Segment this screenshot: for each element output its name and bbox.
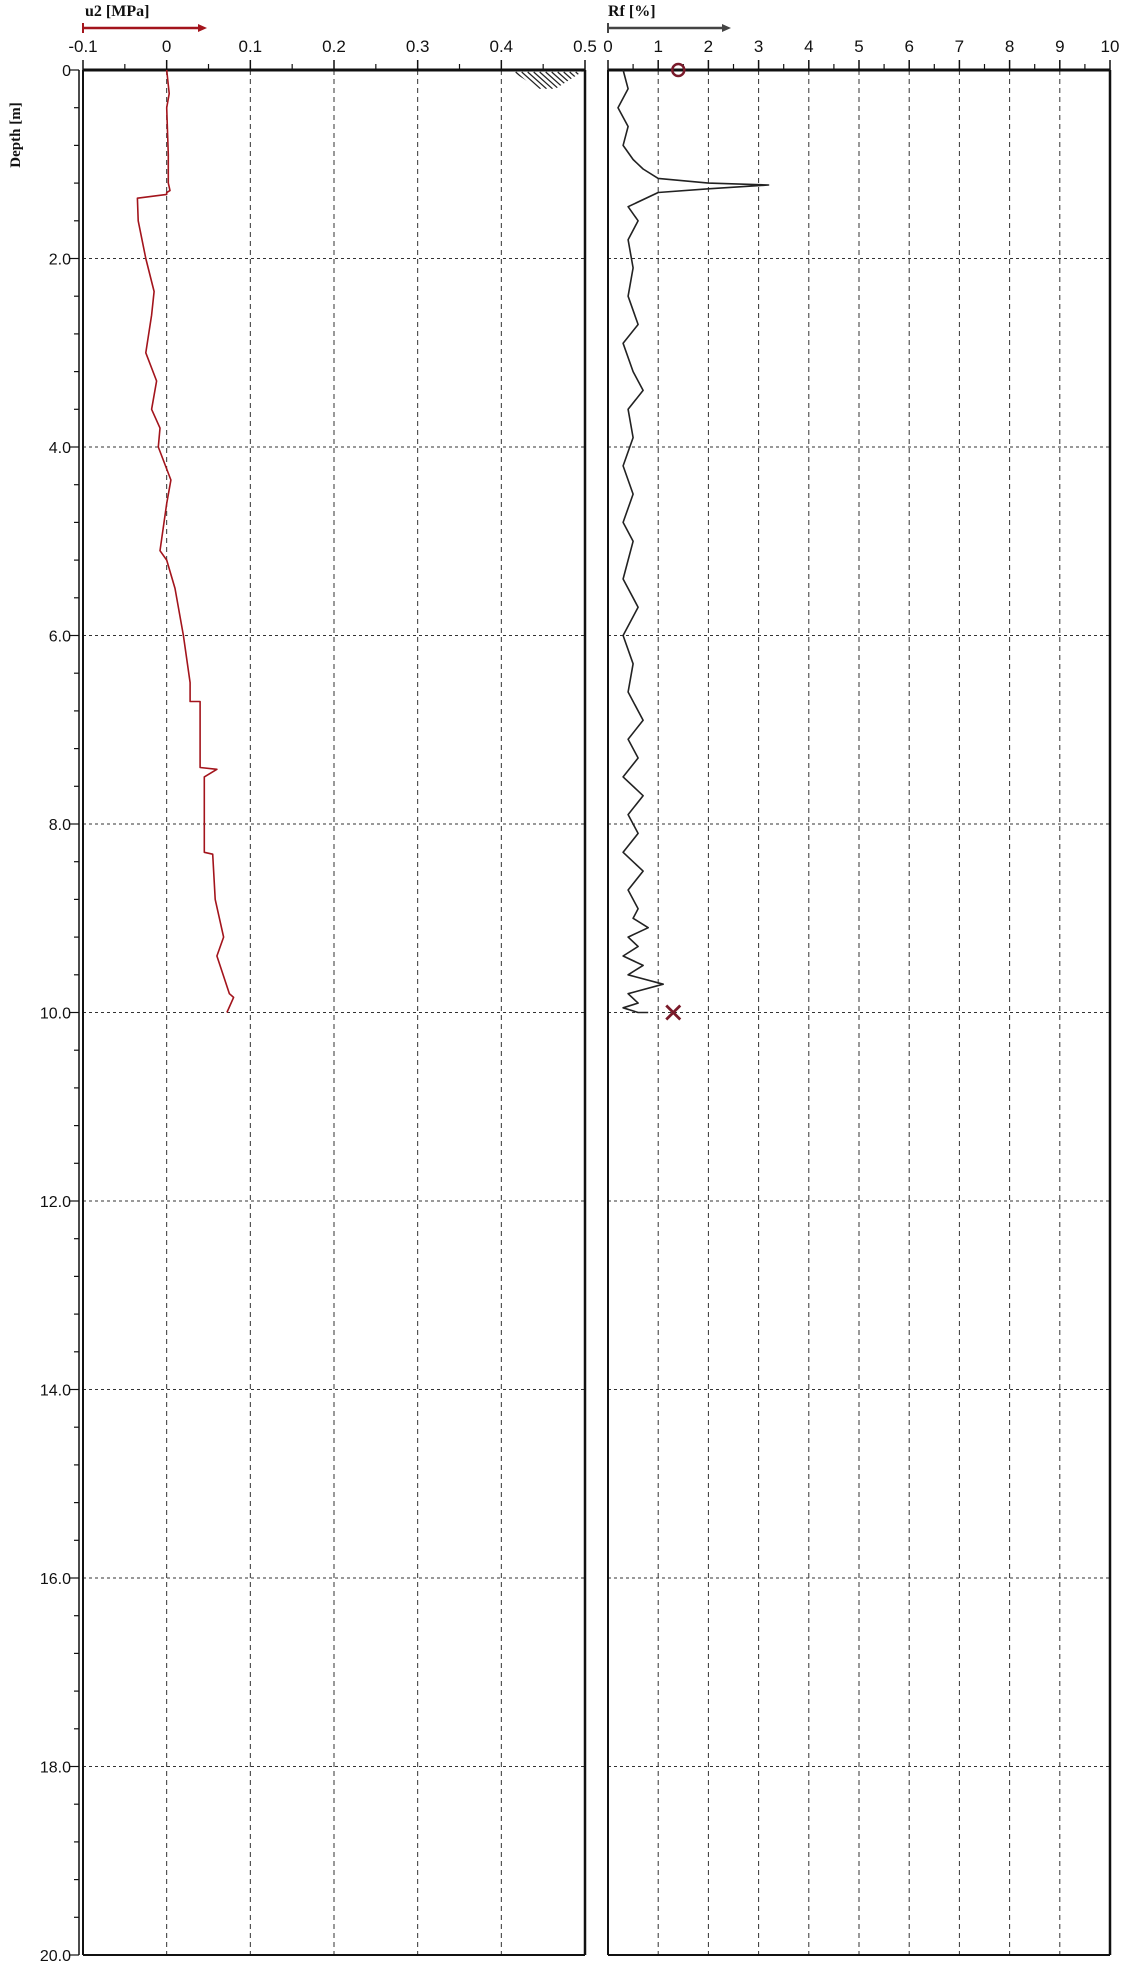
hatch-stroke [480, 72, 499, 89]
x-tick-label: 0.4 [490, 37, 514, 56]
depth-tick-label: 12.0 [40, 1194, 71, 1211]
grid-layer [83, 70, 1110, 1955]
x-tick-label: 7 [955, 37, 964, 56]
panel-frames [78, 23, 1112, 1956]
depth-tick-label: 2.0 [49, 252, 71, 269]
axis-arrow-head [722, 24, 731, 32]
depth-tick-label: 6.0 [49, 629, 71, 646]
x-tick-label: -0.1 [68, 37, 97, 56]
x-tick-label: 4 [804, 37, 813, 56]
hatch-stroke [521, 71, 541, 89]
x-tick-label: 0.1 [239, 37, 263, 56]
depth-tick-label: 8.0 [49, 817, 71, 834]
series-line [136, 69, 235, 1013]
depth-tick-label: 16.0 [40, 1571, 71, 1588]
depth-tick-label: 14.0 [40, 1383, 71, 1400]
marker-circle [671, 62, 686, 78]
tick-layer: 0 2.0 4.0 6.0 8.0 10.0 12.0 14.0 16.0 18.0 20.0 -0.… [40, 37, 1120, 1965]
axis-arrow-head [198, 24, 207, 32]
x-tick-label: 0.3 [406, 37, 430, 56]
x-tick-label: 10 [1101, 37, 1120, 56]
hatch-stroke [594, 72, 613, 89]
x-tick-label: 2 [704, 37, 713, 56]
u2-axis-title: u2 [MPa] [85, 3, 149, 20]
depth-tick-label: 4.0 [49, 440, 71, 457]
y-axis-label: Depth [m] [8, 102, 24, 167]
series-line [617, 69, 770, 1014]
x-tick-label: 0.2 [322, 37, 346, 56]
marker-cross [665, 1004, 682, 1021]
hatch-stroke [533, 71, 553, 89]
depth-tick-label: 18.0 [40, 1760, 71, 1777]
rf-axis-title: Rf [%] [608, 3, 656, 20]
depth-tick-label: 0 [62, 63, 71, 80]
hatch-stroke [509, 71, 523, 89]
depth-tick-label: 20.0 [40, 1948, 71, 1965]
hatch-stroke [527, 71, 547, 89]
hatch-stroke [588, 72, 607, 89]
x-tick-label: 0.5 [573, 37, 597, 56]
x-tick-label: 5 [854, 37, 863, 56]
x-tick-label: 8 [1005, 37, 1014, 56]
hatch-stroke [474, 72, 493, 89]
hatch-stroke [539, 71, 559, 89]
x-tick-label: 0 [603, 37, 612, 56]
hatch-stroke [509, 71, 517, 89]
x-tick-label: 9 [1055, 37, 1064, 56]
x-tick-label: 0 [162, 37, 171, 56]
depth-tick-label: 10.0 [40, 1006, 71, 1023]
x-tick-label: 1 [653, 37, 662, 56]
x-tick-label: 6 [904, 37, 913, 56]
x-tick-label: 3 [754, 37, 763, 56]
data-layer [136, 62, 770, 1021]
